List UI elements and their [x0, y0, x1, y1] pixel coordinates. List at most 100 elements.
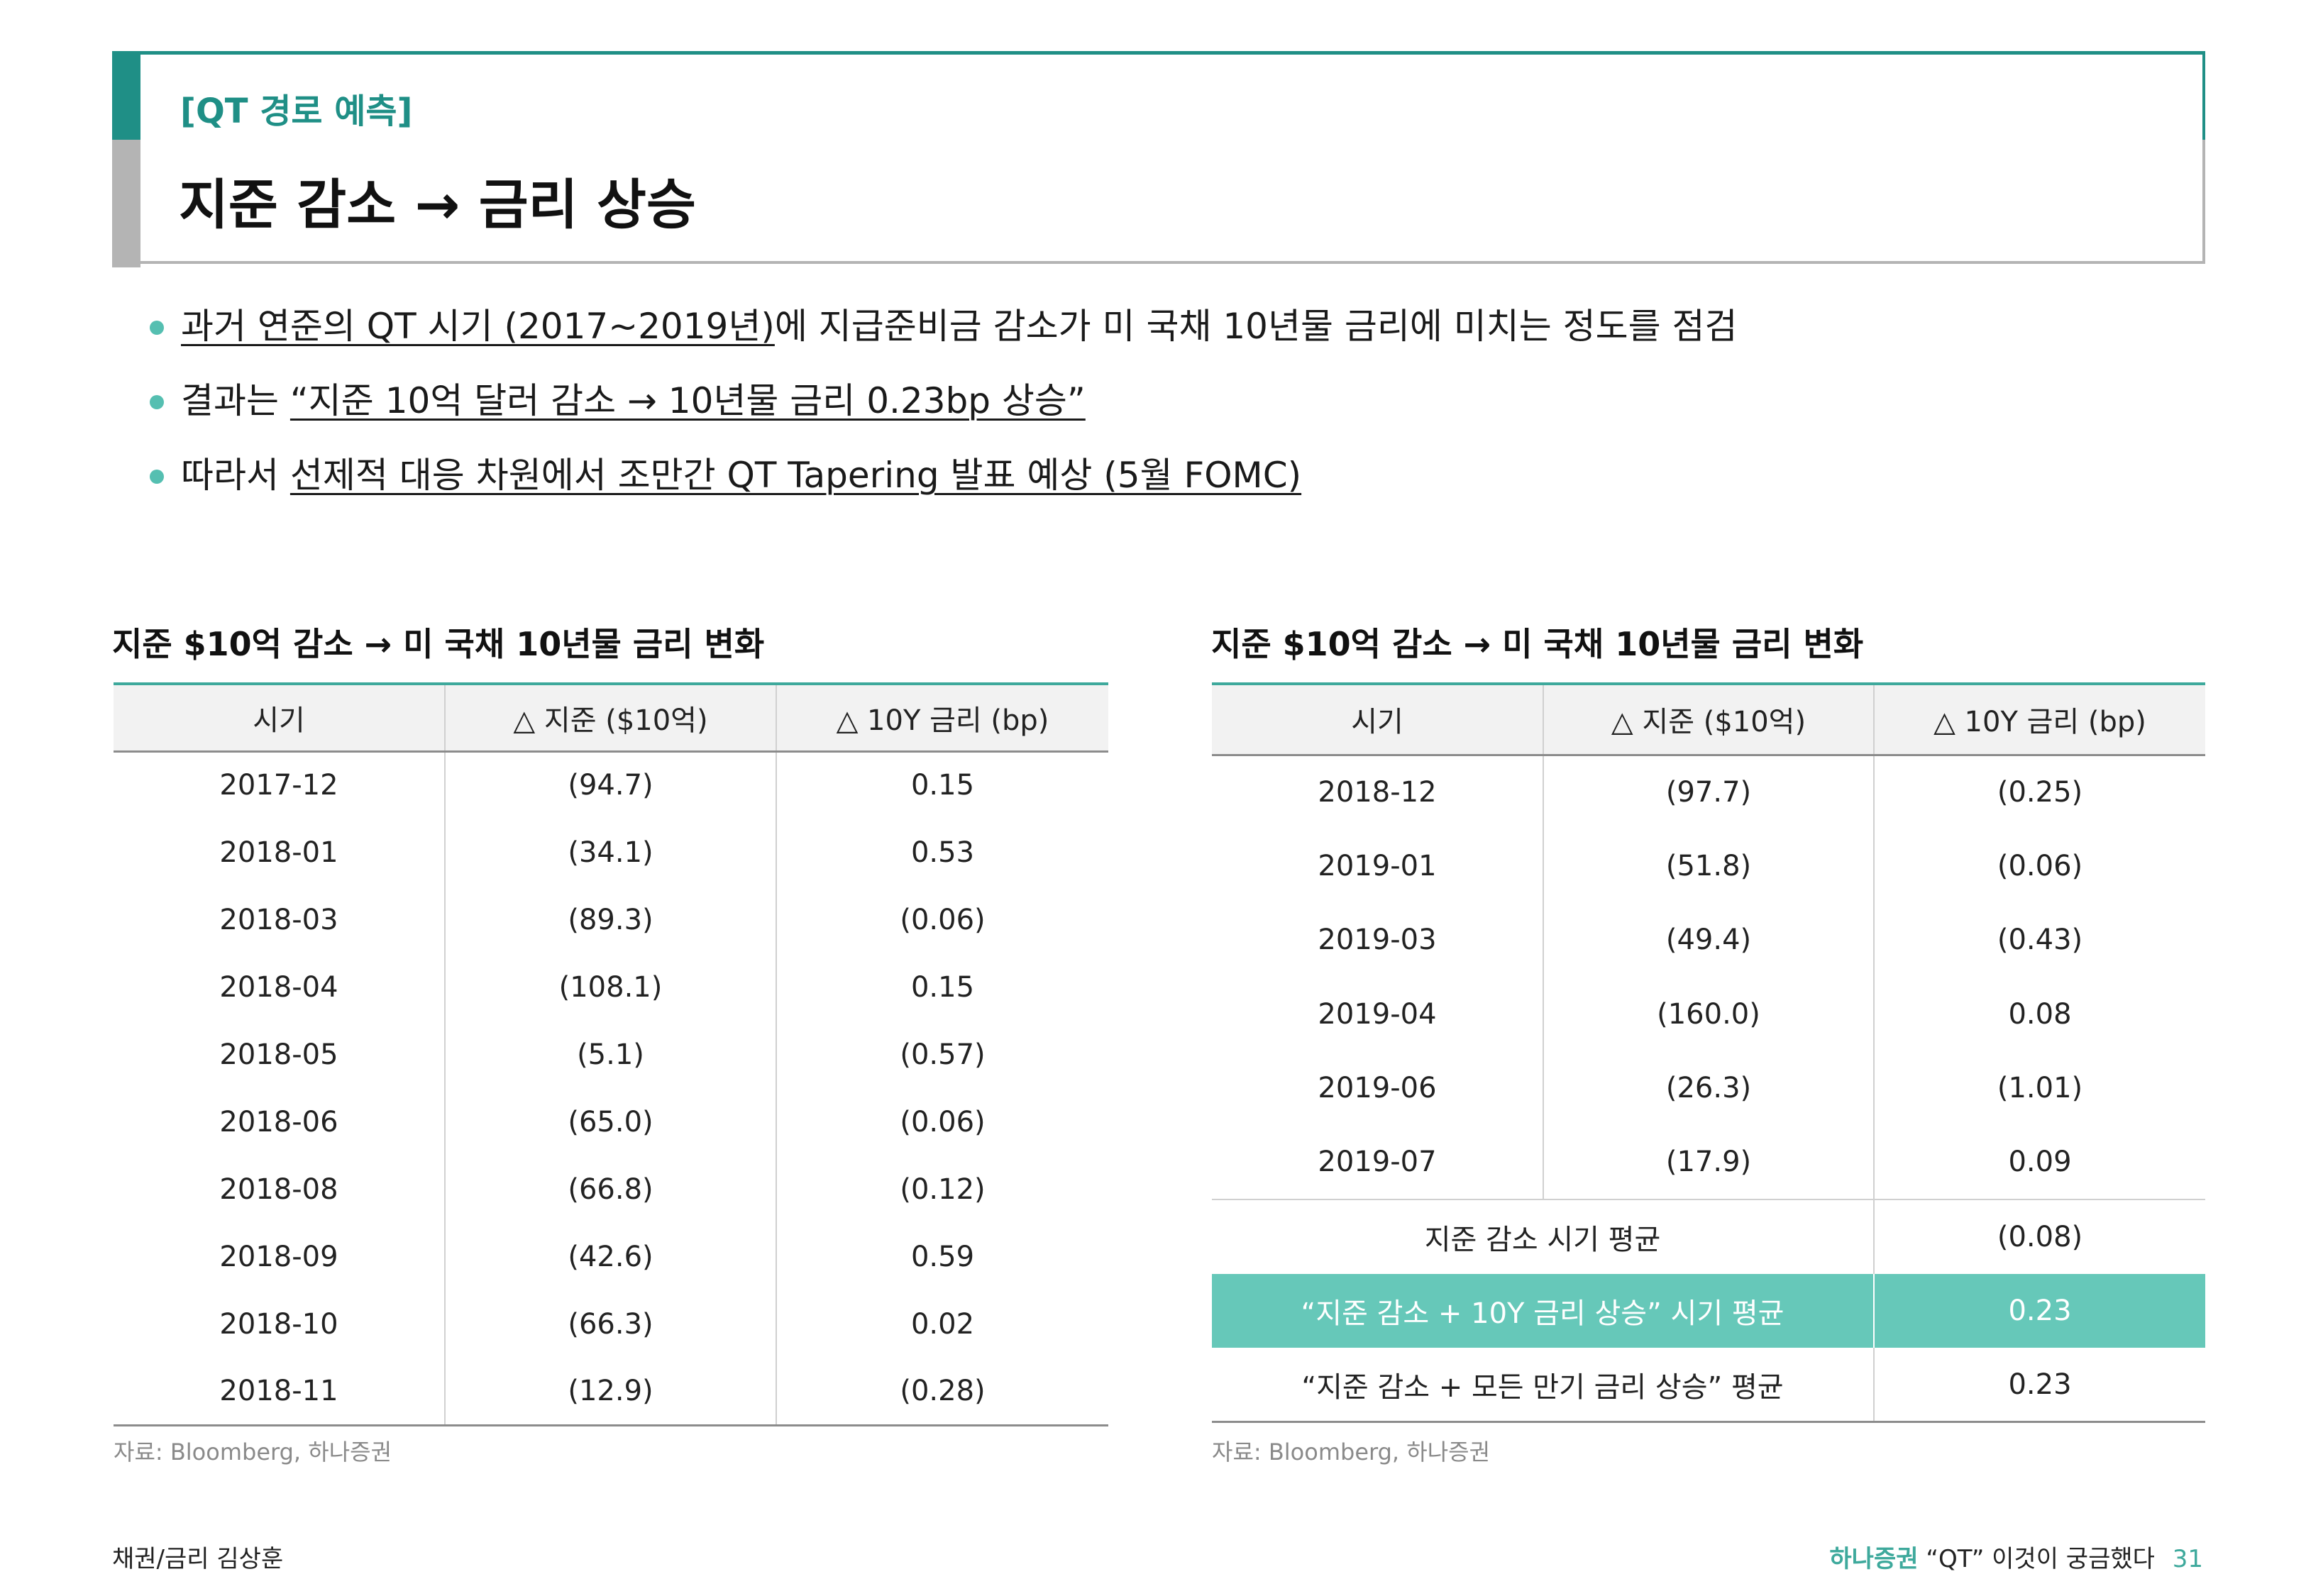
summary-value: 0.23: [1873, 1273, 2205, 1348]
table-cell: 0.53: [776, 819, 1108, 886]
summary-label: 지준 감소 시기 평균: [1212, 1199, 1874, 1274]
table-cell: 2018-09: [219, 1240, 338, 1273]
table-cell: (42.6): [444, 1223, 776, 1290]
table-row: 2019-03 (49.4) (0.43): [1212, 903, 2205, 977]
table-cell: 2018-03: [219, 903, 338, 936]
summary-value: 0.23: [1873, 1348, 2205, 1423]
table-cell: (94.7): [444, 751, 776, 819]
right-data-table: 시기 △ 지준 ($10억) △ 10Y 금리 (bp) 2018-12 (97.…: [1212, 682, 2205, 1423]
title-accent-right: [2202, 51, 2205, 140]
table-row: 2018-11 (12.9) (0.28): [114, 1358, 1108, 1426]
table-cell: (34.1): [444, 819, 776, 886]
bullet-list: 과거 연준의 QT 시기 (2017~2019년)에 지급준비금 감소가 미 국…: [145, 305, 1738, 528]
summary-label: “지준 감소 + 모든 만기 금리 상승” 평균: [1212, 1348, 1874, 1423]
bullet-item: 결과는 “지준 10억 달러 감소 → 10년물 금리 0.23bp 상승”: [145, 379, 1738, 422]
table-row: 2018-01 (34.1) 0.53: [114, 819, 1108, 886]
title-accent-bar-top: [112, 51, 140, 140]
table-cell: 2017-12: [219, 769, 338, 802]
bullet-text: 결과는: [181, 380, 290, 421]
bullet-text: 에 지급준비금 감소가 미 국채 10년물 금리에 미치는 정도를 점검: [774, 306, 1738, 347]
table-cell: (160.0): [1543, 977, 1874, 1051]
table-cell: 0.15: [776, 953, 1108, 1021]
table-cell: 2019-03: [1318, 924, 1437, 957]
table-cell: (17.9): [1543, 1125, 1874, 1199]
right-table-title: 지준 $10억 감소 → 미 국채 10년물 금리 변화: [1211, 625, 1864, 663]
table-cell: (108.1): [444, 953, 776, 1021]
column-header: △ 지준 ($10억): [444, 682, 776, 753]
table-cell: (0.06): [776, 1088, 1108, 1156]
column-header: △ 지준 ($10억): [1543, 682, 1874, 756]
table-cell: (49.4): [1543, 903, 1874, 977]
right-table-source: 자료: Bloomberg, 하나증권: [1212, 1439, 1491, 1465]
table-cell: (89.3): [444, 886, 776, 953]
table-cell: 2018-10: [219, 1307, 338, 1341]
footer-right: 하나증권 “QT” 이것이 궁금했다 31: [1829, 1539, 2203, 1574]
table-row: 2018-06 (65.0) (0.06): [114, 1088, 1108, 1156]
footer-author: 채권/금리 김상훈: [112, 1545, 284, 1573]
table-header-row: 시기 △ 지준 ($10억) △ 10Y 금리 (bp): [114, 682, 1108, 753]
footer-brand: 하나증권: [1829, 1545, 1919, 1573]
table-cell: (0.25): [1873, 755, 2205, 829]
table-cell: (0.43): [1873, 903, 2205, 977]
table-cell: 2018-05: [219, 1038, 338, 1071]
table-cell: 2019-04: [1318, 997, 1437, 1031]
table-cell: 2018-12: [1318, 776, 1437, 809]
bullet-underlined-text: 과거 연준의 QT 시기 (2017~2019년): [181, 306, 775, 347]
table-cell: 2019-06: [1318, 1072, 1437, 1105]
table-row: 2018-03 (89.3) (0.06): [114, 886, 1108, 953]
summary-value: (0.08): [1873, 1199, 2205, 1274]
table-cell: (0.28): [776, 1358, 1108, 1426]
table-cell: 2018-08: [219, 1173, 338, 1206]
table-row: 2019-07 (17.9) 0.09: [1212, 1125, 2205, 1199]
bullet-dot-icon: [150, 395, 164, 409]
table-cell: (0.12): [776, 1156, 1108, 1223]
bullet-item: 과거 연준의 QT 시기 (2017~2019년)에 지급준비금 감소가 미 국…: [145, 305, 1738, 348]
table-cell: 2019-01: [1318, 849, 1437, 882]
table-cell: (66.8): [444, 1156, 776, 1223]
table-cell: 2018-06: [219, 1105, 338, 1138]
left-table-title: 지준 $10억 감소 → 미 국채 10년물 금리 변화: [112, 625, 765, 663]
table-cell: 0.59: [776, 1223, 1108, 1290]
table-cell: 0.15: [776, 751, 1108, 819]
bullet-item: 따라서 선제적 대응 차원에서 조만간 QT Tapering 발표 예상 (5…: [145, 454, 1738, 497]
table-cell: 0.09: [1873, 1125, 2205, 1199]
table-cell: (1.01): [1873, 1051, 2205, 1126]
table-cell: (5.1): [444, 1021, 776, 1088]
table-row: 2019-06 (26.3) (1.01): [1212, 1051, 2205, 1126]
table-cell: (12.9): [444, 1358, 776, 1426]
column-header: △ 10Y 금리 (bp): [776, 682, 1108, 753]
bullet-dot-icon: [150, 470, 164, 484]
table-cell: 2018-04: [219, 970, 338, 1004]
column-header: △ 10Y 금리 (bp): [1873, 682, 2205, 756]
summary-row: “지준 감소 + 모든 만기 금리 상승” 평균 0.23: [1212, 1348, 2205, 1423]
table-row: 2018-05 (5.1) (0.57): [114, 1021, 1108, 1088]
table-cell: (97.7): [1543, 755, 1874, 829]
table-cell: 2019-07: [1318, 1146, 1437, 1179]
table-cell: (66.3): [444, 1290, 776, 1358]
table-cell: (0.06): [1873, 829, 2205, 903]
left-data-table: 시기 △ 지준 ($10억) △ 10Y 금리 (bp) 2017-12 (94.…: [114, 682, 1108, 1426]
page-title: 지준 감소 → 금리 상승: [179, 173, 696, 236]
table-header-row: 시기 △ 지준 ($10억) △ 10Y 금리 (bp): [1212, 682, 2205, 756]
table-cell: (0.06): [776, 886, 1108, 953]
table-cell: (0.57): [776, 1021, 1108, 1088]
table-cell: (65.0): [444, 1088, 776, 1156]
table-cell: (26.3): [1543, 1051, 1874, 1126]
bullet-underlined-text: “지준 10억 달러 감소 → 10년물 금리 0.23bp 상승”: [289, 380, 1086, 421]
summary-label: “지준 감소 + 10Y 금리 상승” 시기 평균: [1212, 1273, 1874, 1348]
table-cell: 0.02: [776, 1290, 1108, 1358]
footer-doc-title: “QT” 이것이 궁금했다: [1926, 1545, 2155, 1573]
left-table-source: 자료: Bloomberg, 하나증권: [114, 1439, 392, 1465]
table-row: 2018-04 (108.1) 0.15: [114, 953, 1108, 1021]
bullet-dot-icon: [150, 321, 164, 335]
title-accent-bar-bottom: [112, 140, 140, 267]
summary-row: “지준 감소 + 10Y 금리 상승” 시기 평균 0.23: [1212, 1273, 2205, 1348]
table-row: 2017-12 (94.7) 0.15: [114, 751, 1108, 819]
table-row: 2018-12 (97.7) (0.25): [1212, 755, 2205, 829]
table-row: 2019-04 (160.0) 0.08: [1212, 977, 2205, 1051]
table-row: 2018-10 (66.3) 0.02: [114, 1290, 1108, 1358]
table-row: 2018-09 (42.6) 0.59: [114, 1223, 1108, 1290]
table-cell: (51.8): [1543, 829, 1874, 903]
section-label: [QT 경로 예측]: [180, 92, 413, 131]
table-cell: 0.08: [1873, 977, 2205, 1051]
